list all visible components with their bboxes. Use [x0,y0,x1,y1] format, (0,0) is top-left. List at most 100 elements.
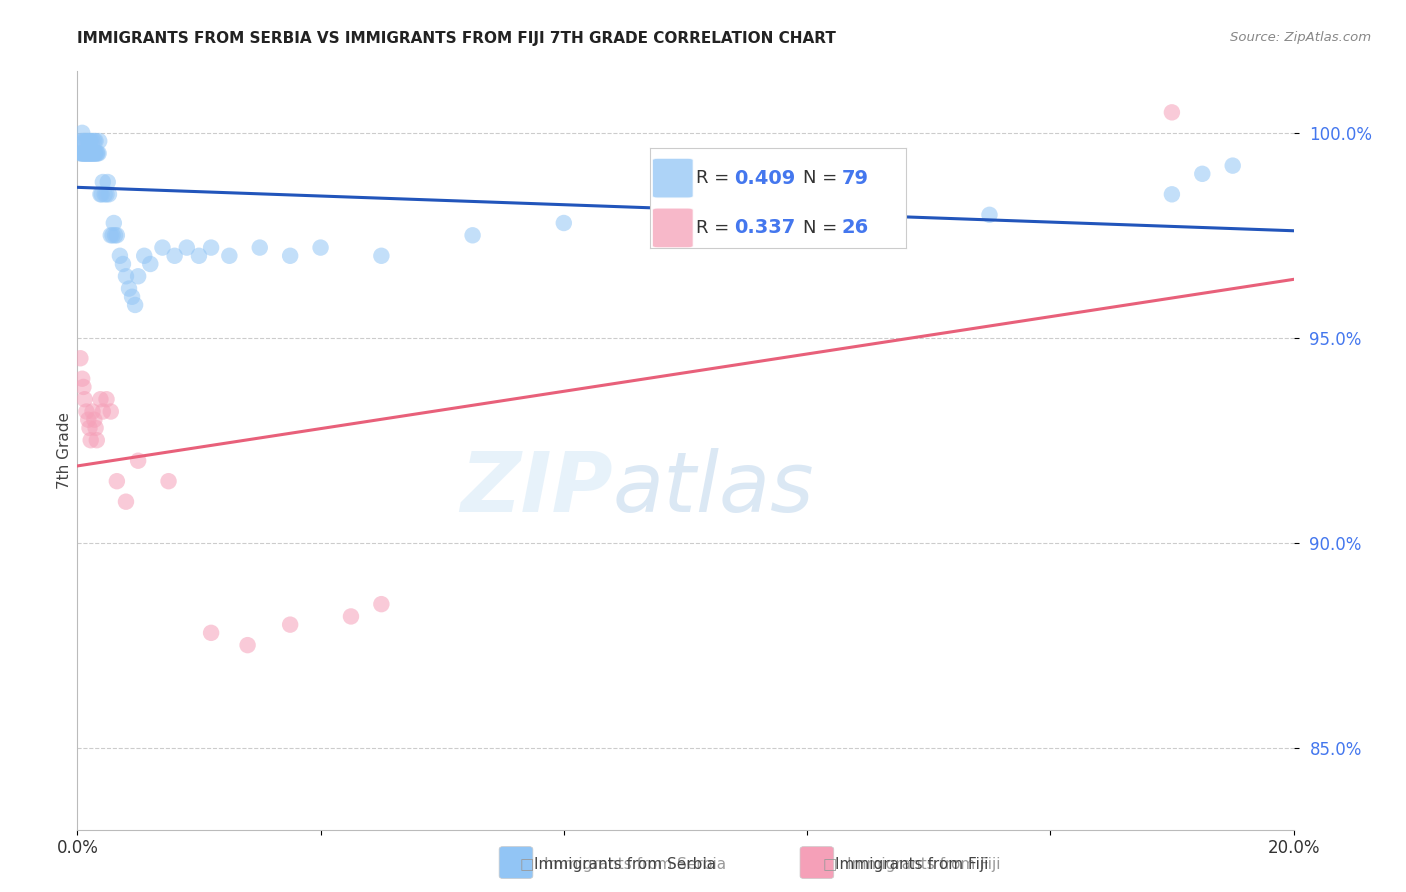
Point [704,228,727,243]
Point [75,146,97,161]
Point [278,617,301,632]
Point [87,146,110,161]
Point [79,134,101,148]
Point [72,380,94,394]
Point [100,404,122,418]
Text: N =: N = [803,219,844,237]
Point [108,249,131,263]
Point [84,146,107,161]
Point [70,134,93,148]
Point [69,351,91,366]
Point [80,134,103,148]
Point [124,298,146,312]
Point [76,146,98,161]
Point [152,241,174,255]
Point [218,249,240,263]
Point [72,146,94,161]
Text: Immigrants from Serbia: Immigrants from Serbia [534,857,716,872]
Point [97,175,120,189]
Point [82,404,104,418]
FancyBboxPatch shape [800,847,834,879]
Point [84,146,107,161]
Point [72,134,94,148]
Text: N =: N = [803,169,844,187]
Point [96,187,118,202]
Point [134,249,156,263]
Y-axis label: 7th Grade: 7th Grade [56,412,72,489]
Point [979,208,1001,222]
Point [127,453,149,467]
Text: atlas: atlas [613,448,814,529]
Point [70,146,93,161]
Point [1222,159,1244,173]
Point [75,404,97,418]
Point [86,434,108,448]
Point [80,146,103,161]
Point [73,146,96,161]
Point [104,228,127,243]
Point [70,126,93,140]
Point [115,269,138,284]
Point [82,134,104,148]
Point [1161,105,1184,120]
Point [157,474,180,488]
Point [93,187,115,202]
Point [200,241,222,255]
Point [89,134,111,148]
Point [83,146,105,161]
Point [77,146,100,161]
Point [83,134,105,148]
Point [80,434,103,448]
Point [89,392,111,407]
Point [97,187,120,202]
Point [96,392,118,407]
Point [86,146,108,161]
Text: □  Immigrants from Fiji: □ Immigrants from Fiji [823,857,1000,872]
Point [100,228,122,243]
Point [101,228,124,243]
Text: 79: 79 [842,169,869,187]
FancyBboxPatch shape [652,158,693,198]
Point [105,228,128,243]
Point [76,146,98,161]
Point [83,413,105,427]
FancyBboxPatch shape [499,847,533,879]
Point [176,241,198,255]
Point [553,216,575,230]
Point [139,257,162,271]
Point [89,187,111,202]
Text: ZIP: ZIP [460,448,613,529]
Point [278,249,301,263]
Point [370,597,392,611]
Point [461,228,484,243]
Point [340,609,363,624]
Point [163,249,186,263]
Text: Source: ZipAtlas.com: Source: ZipAtlas.com [1230,31,1371,45]
Text: 26: 26 [842,219,869,237]
Point [103,216,125,230]
Point [82,146,104,161]
Text: R =: R = [696,219,735,237]
Text: 0.337: 0.337 [734,219,796,237]
Point [72,146,94,161]
Text: □  Immigrants from Serbia: □ Immigrants from Serbia [520,857,727,872]
Point [70,372,93,386]
Point [77,146,100,161]
Point [82,146,104,161]
Point [127,269,149,284]
Point [309,241,332,255]
Point [249,241,271,255]
Point [370,249,392,263]
Point [73,146,96,161]
Point [84,421,107,435]
Point [118,282,141,296]
Point [73,392,96,407]
Point [105,474,128,488]
Point [90,187,112,202]
Point [111,257,134,271]
Point [69,146,91,161]
Point [77,413,100,427]
Point [1161,187,1184,202]
Point [83,146,105,161]
Point [79,146,101,161]
